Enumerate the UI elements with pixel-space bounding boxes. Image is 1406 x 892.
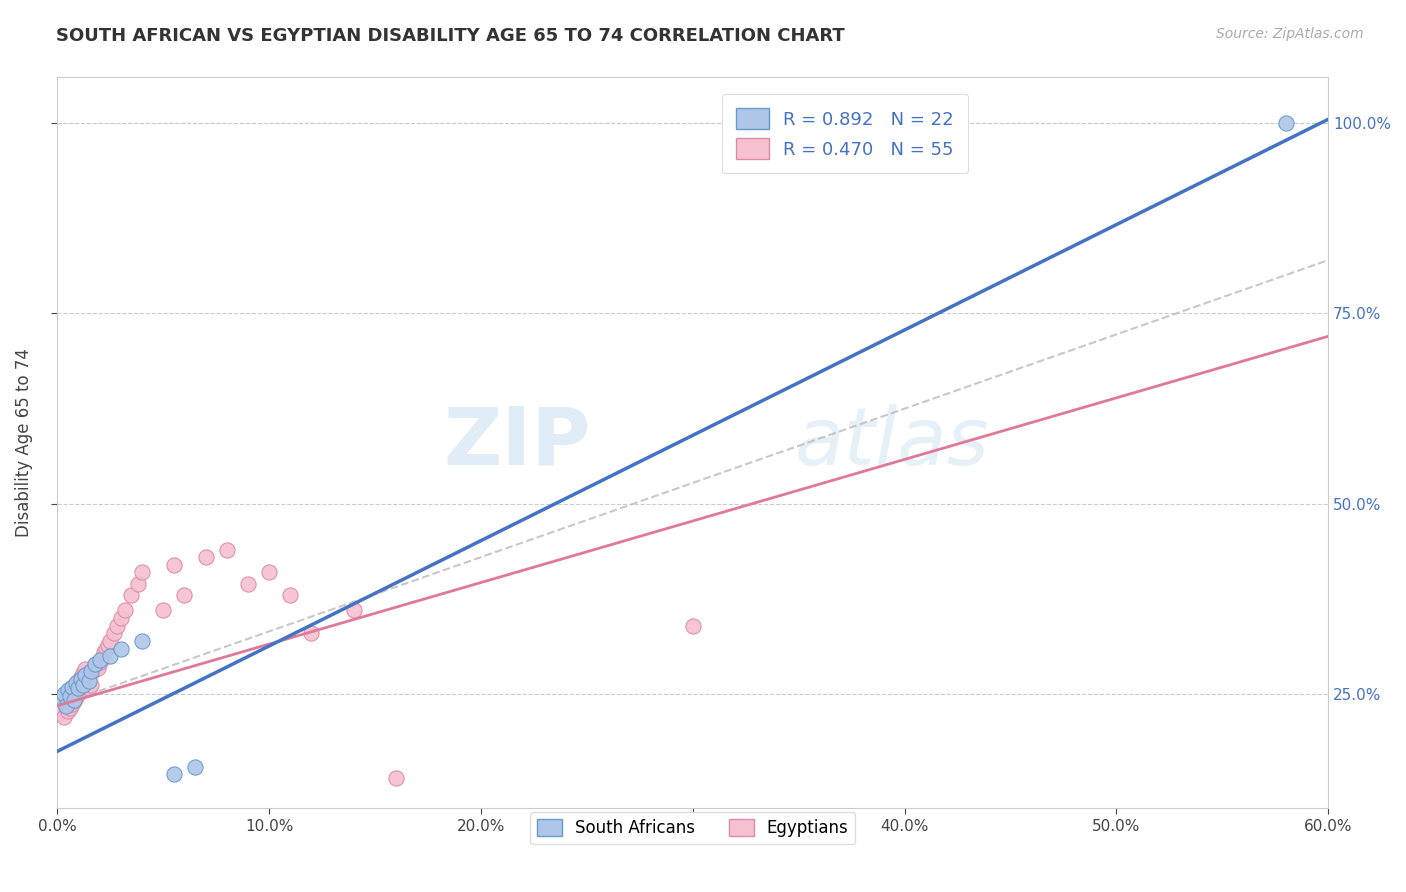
Point (163, 558, 186, 572)
Point (236, 576, 259, 591)
Point (84, 657, 107, 671)
Point (93, 645, 115, 659)
Point (1274, 116, 1296, 130)
Point (77, 668, 100, 682)
Point (55, 695, 77, 709)
Point (56, 704, 79, 718)
Point (65, 690, 87, 705)
Point (89, 655, 111, 669)
Point (97, 638, 120, 652)
Point (127, 576, 149, 591)
Point (59, 701, 82, 715)
Point (84, 658, 107, 673)
Point (80, 678, 103, 692)
Point (65, 677, 87, 691)
Point (72, 680, 94, 694)
Point (173, 588, 195, 602)
Point (60, 680, 83, 694)
Point (257, 566, 280, 580)
Point (120, 588, 142, 602)
Text: Source: ZipAtlas.com: Source: ZipAtlas.com (1216, 27, 1364, 41)
Point (72, 678, 94, 692)
Point (51, 702, 73, 716)
Point (69, 683, 91, 698)
Point (48, 706, 70, 721)
Point (98, 634, 121, 648)
Point (194, 550, 217, 565)
Point (152, 603, 174, 617)
Point (77, 681, 100, 695)
Point (682, 618, 704, 632)
Point (73, 675, 96, 690)
Point (98, 649, 121, 664)
Y-axis label: Disability Age 65 to 74: Disability Age 65 to 74 (15, 349, 32, 537)
Text: SOUTH AFRICAN VS EGYPTIAN DISABILITY AGE 65 TO 74 CORRELATION CHART: SOUTH AFRICAN VS EGYPTIAN DISABILITY AGE… (56, 27, 845, 45)
Point (86, 660, 108, 674)
Text: ZIP: ZIP (444, 404, 591, 482)
Point (55, 698, 77, 713)
Point (67, 687, 90, 701)
Point (103, 626, 125, 640)
Point (73, 668, 96, 682)
Point (63, 681, 86, 695)
Point (105, 618, 128, 632)
Point (163, 767, 186, 781)
Point (55, 698, 77, 713)
Point (131, 566, 153, 580)
Point (56, 683, 79, 698)
Point (82, 665, 104, 679)
Point (278, 588, 301, 602)
Point (385, 771, 408, 785)
Point (77, 673, 100, 688)
Point (67, 681, 90, 695)
Legend: South Africans, Egyptians: South Africans, Egyptians (530, 813, 855, 844)
Point (215, 542, 238, 557)
Point (343, 603, 366, 617)
Point (184, 759, 207, 773)
Point (89, 653, 111, 667)
Point (59, 689, 82, 703)
Point (131, 634, 153, 648)
Point (51, 691, 73, 706)
Point (90, 650, 112, 665)
Point (60, 686, 83, 700)
Point (73, 662, 96, 676)
Point (94, 641, 117, 656)
Point (69, 670, 91, 684)
Point (67, 673, 90, 688)
Point (69, 672, 91, 686)
Point (60, 697, 83, 711)
Point (110, 611, 132, 625)
Point (63, 693, 86, 707)
Point (114, 603, 136, 617)
Point (56, 691, 79, 706)
Point (63, 694, 86, 708)
Point (65, 675, 87, 690)
Point (52, 710, 75, 724)
Point (59, 689, 82, 703)
Text: atlas: atlas (794, 404, 990, 482)
Point (110, 641, 132, 656)
Point (52, 687, 75, 701)
Point (301, 626, 323, 640)
Point (72, 665, 94, 680)
Point (76, 672, 98, 686)
Point (80, 665, 103, 679)
